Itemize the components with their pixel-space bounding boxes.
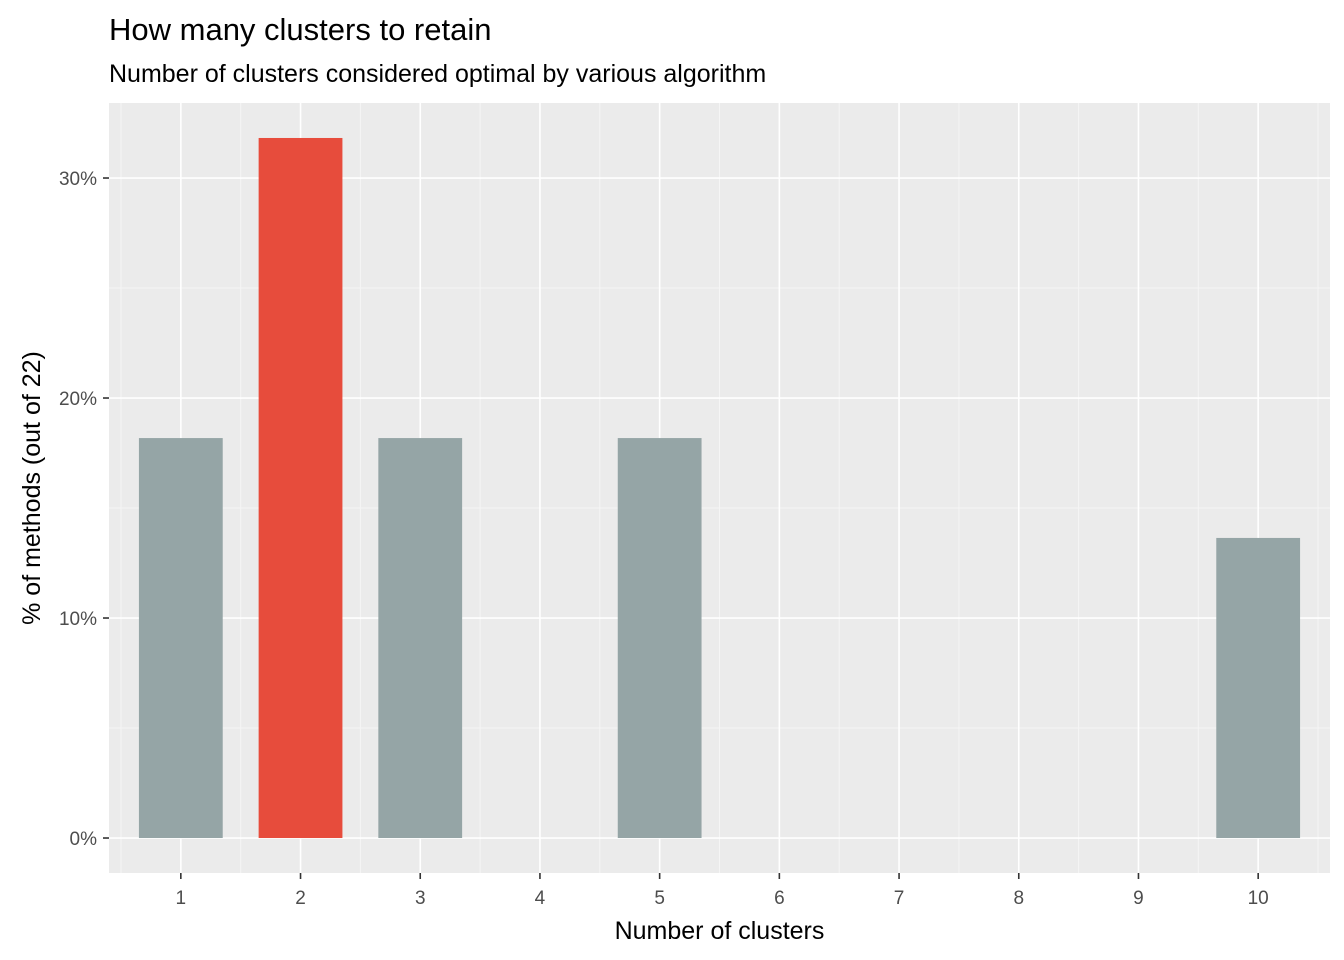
bar-10 bbox=[1216, 537, 1301, 839]
x-tick-label: 10 bbox=[1248, 888, 1269, 909]
x-tick-label: 7 bbox=[894, 888, 905, 909]
chart-title: How many clusters to retain bbox=[109, 12, 492, 47]
x-tick-label: 3 bbox=[415, 888, 426, 909]
x-tick-label: 4 bbox=[535, 888, 546, 909]
x-tick-label: 6 bbox=[774, 888, 785, 909]
x-tick-label: 2 bbox=[295, 888, 306, 909]
y-axis: 0% 10% 20% 30% bbox=[59, 169, 109, 850]
bar-1 bbox=[138, 438, 223, 839]
bar-2 bbox=[258, 137, 343, 839]
y-tick-label: 20% bbox=[59, 389, 97, 410]
chart-subtitle: Number of clusters considered optimal by… bbox=[109, 60, 767, 88]
y-axis-title: % of methods (out of 22) bbox=[18, 351, 46, 625]
y-tick-label: 10% bbox=[59, 609, 97, 630]
x-axis: 1 2 3 4 5 6 7 8 9 10 bbox=[176, 873, 1269, 909]
bars bbox=[138, 137, 1301, 839]
y-tick-label: 0% bbox=[70, 829, 98, 850]
y-tick-label: 30% bbox=[59, 169, 97, 190]
bar-3 bbox=[378, 438, 463, 839]
x-tick-label: 5 bbox=[654, 888, 665, 909]
x-tick-label: 1 bbox=[176, 888, 187, 909]
x-tick-label: 9 bbox=[1133, 888, 1144, 909]
x-tick-label: 8 bbox=[1013, 888, 1024, 909]
x-axis-title: Number of clusters bbox=[615, 917, 825, 945]
bar-5 bbox=[617, 438, 702, 839]
